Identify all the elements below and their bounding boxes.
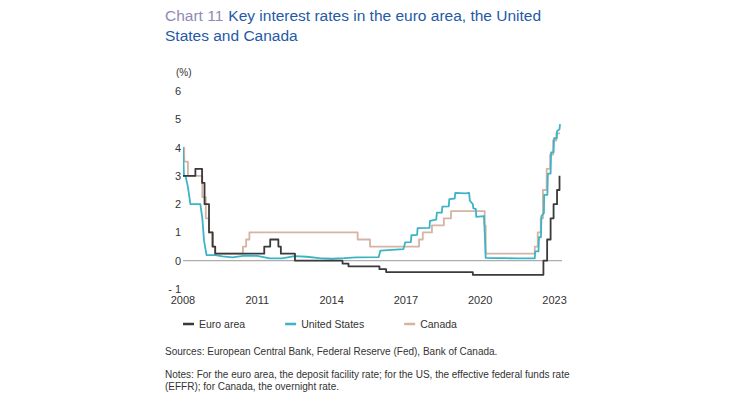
x-tick-label: 2020 [468,294,492,306]
sources: Sources: European Central Bank, Federal … [165,346,575,358]
y-tick-label: 2 [175,198,181,210]
legend-swatch [183,323,194,326]
x-tick-label: 2008 [171,294,195,306]
y-tick-label: 5 [175,113,181,125]
series-line [183,169,560,275]
legend-label: Euro area [199,318,245,330]
y-tick-label: 1 [175,226,181,238]
legend-label: Canada [420,318,457,330]
x-tick-label: 2011 [245,294,269,306]
legend-label: United States [301,318,364,330]
y-tick-label: 4 [175,142,181,154]
notes: Notes: For the euro area, the deposit fa… [165,369,575,393]
x-tick-label: 2014 [319,294,343,306]
y-tick-label: 6 [175,85,181,97]
x-tick-label: 2017 [394,294,418,306]
y-tick-label: 0 [175,255,181,267]
legend-swatch [404,323,415,326]
title: Chart 11Key interest rates in the euro a… [165,6,585,46]
x-tick-label: 2023 [542,294,566,306]
zero-line [183,260,562,261]
series-line [183,133,560,253]
chart-label: Chart 11 [165,7,223,24]
y-axis-label: (%) [176,67,192,78]
series-line [183,124,560,259]
y-tick-label: 3 [175,170,181,182]
chart: (%)- 10123456200820112014201720202023Eur… [0,0,730,410]
series-group [183,124,560,275]
legend-swatch [285,323,296,326]
